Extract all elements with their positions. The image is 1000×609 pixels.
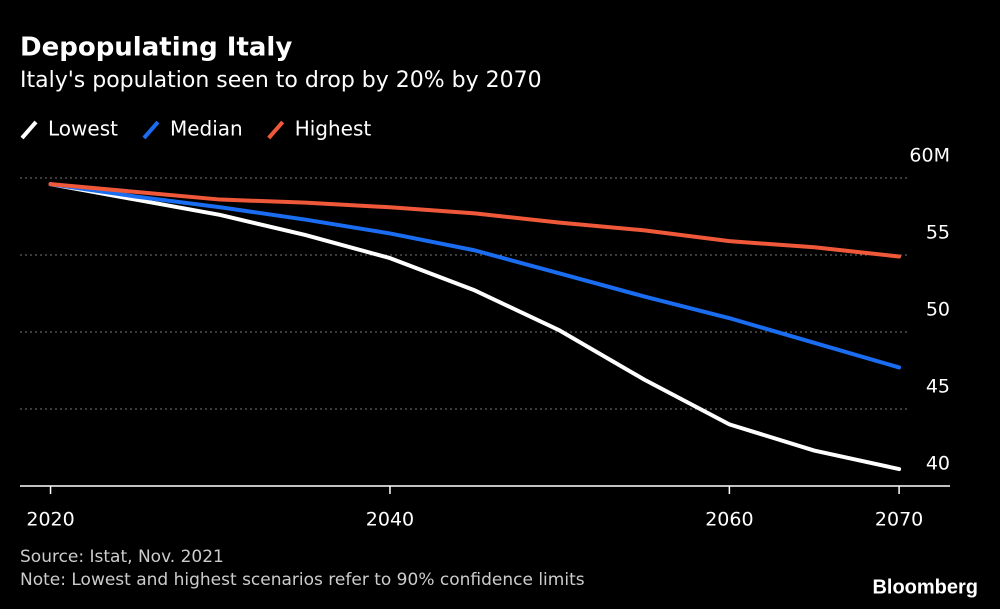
- legend-swatch: [267, 120, 285, 140]
- x-tick-label: 2020: [26, 509, 74, 531]
- chart-subtitle: Italy's population seen to drop by 20% b…: [20, 68, 542, 93]
- y-tick-label: 40: [926, 453, 950, 475]
- legend-label: Lowest: [48, 117, 118, 141]
- legend-swatch: [20, 120, 38, 140]
- legend-swatch: [142, 120, 160, 140]
- legend-label: Highest: [295, 117, 372, 141]
- y-tick-label: 60M: [909, 145, 950, 167]
- logo: Bloomberg: [872, 576, 978, 598]
- y-tick-label: 45: [926, 376, 950, 398]
- y-tick-label: 50: [926, 299, 950, 321]
- series-line: [48, 182, 902, 370]
- note: Note: Lowest and highest scenarios refer…: [20, 570, 585, 590]
- legend-label: Median: [170, 117, 243, 141]
- chart-title: Depopulating Italy: [20, 33, 292, 63]
- series-line: [48, 182, 902, 259]
- y-tick-label: 55: [926, 222, 950, 244]
- series-line: [48, 182, 902, 472]
- x-tick-label: 2070: [875, 509, 923, 531]
- x-tick-label: 2060: [705, 509, 753, 531]
- source: Source: Istat, Nov. 2021: [20, 547, 224, 567]
- x-tick-label: 2040: [366, 509, 414, 531]
